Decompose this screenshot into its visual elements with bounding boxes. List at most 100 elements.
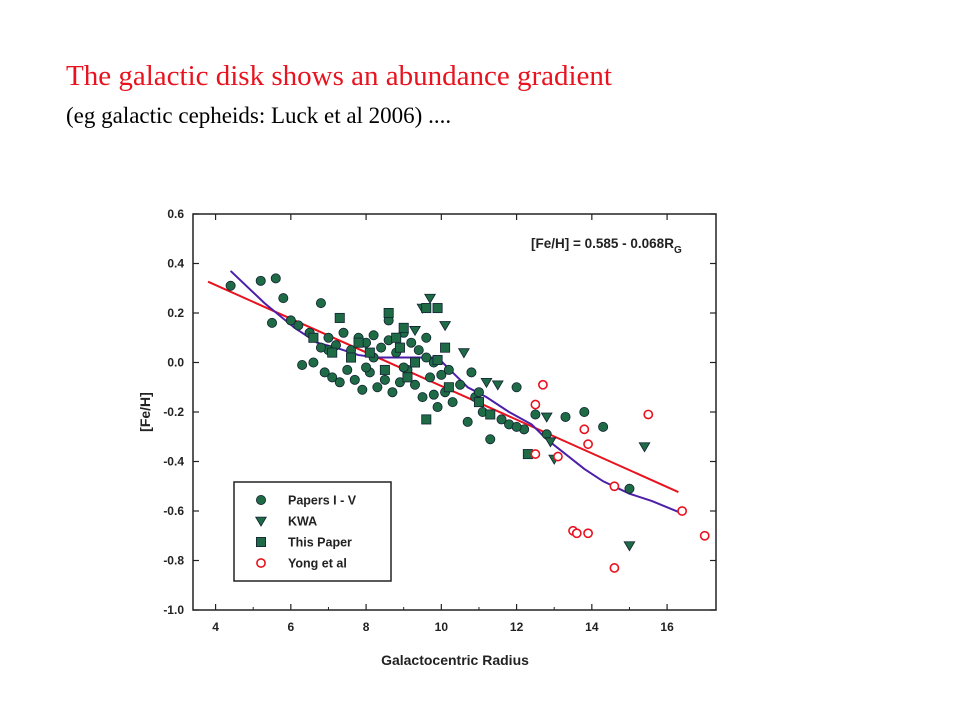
circle-point (293, 320, 304, 331)
triangle-point (457, 348, 470, 359)
square-point (308, 332, 319, 343)
circle-point (455, 379, 466, 390)
circle-point (379, 374, 390, 385)
circle-point (406, 337, 417, 348)
circle-point (319, 367, 330, 378)
triangle-point (480, 377, 493, 389)
circle-point (466, 367, 477, 378)
data-points (225, 273, 710, 573)
square-point (346, 352, 357, 363)
square-point (379, 364, 390, 375)
square-point (394, 342, 405, 353)
square-point (398, 322, 409, 333)
square-point (440, 342, 451, 353)
circle-point (511, 382, 522, 393)
y-tick-label: -0.4 (163, 455, 184, 469)
legend-marker-open-circle (256, 558, 266, 568)
legend-marker-triangle (255, 516, 267, 527)
x-tick-label: 6 (287, 620, 294, 634)
square-point (383, 307, 394, 318)
square-point (402, 372, 413, 383)
circle-point (323, 332, 334, 343)
circle-point (511, 421, 522, 432)
open-circle-point (538, 379, 548, 390)
circle-point (421, 352, 432, 363)
square-point (334, 312, 345, 323)
y-axis-label: [Fe/H] (137, 392, 153, 432)
slide-title: The galactic disk shows an abundance gra… (66, 60, 612, 92)
legend-marker-square (255, 537, 266, 548)
open-circle-point (579, 424, 590, 435)
circle-point (413, 345, 424, 356)
circle-point (267, 317, 278, 328)
square-point (443, 382, 454, 393)
circle-point (436, 369, 447, 380)
x-tick-label: 16 (660, 620, 674, 634)
circle-point (428, 389, 439, 400)
x-axis-label: Galactocentric Radius (381, 652, 529, 668)
fit-equation-main: [Fe/H] = 0.585 - 0.068R (531, 236, 674, 251)
x-tick-label: 10 (435, 620, 449, 634)
circle-point (357, 384, 368, 395)
circle-point (624, 483, 635, 494)
x-tick-label: 4 (212, 620, 219, 634)
y-tick-label: -1.0 (163, 603, 184, 617)
open-circle-point (643, 409, 654, 420)
triangle-point (439, 321, 452, 332)
circle-point (447, 397, 458, 408)
y-tick-label: -0.8 (163, 554, 184, 568)
open-circle-point (677, 506, 688, 516)
square-point (473, 397, 484, 408)
x-tick-label: 14 (585, 620, 599, 634)
axis-ticks: 4 6 8 10 12 14 16 0.6 0.4 0.2 0.0 -0.2 -0.4 -0.6 -0.8 -… (163, 207, 716, 634)
triangle-point (491, 380, 504, 391)
circle-point (372, 382, 383, 393)
circle-point (530, 409, 541, 420)
square-point (364, 347, 375, 358)
circle-point (361, 362, 372, 373)
triangle-point (540, 412, 553, 423)
circle-point (496, 414, 507, 425)
circle-point (315, 342, 326, 353)
x-tick-label: 12 (510, 620, 524, 634)
square-point (432, 303, 443, 314)
legend: Papers I - V KWA This Paper Yong et al (233, 481, 392, 582)
circle-point (409, 379, 420, 390)
circle-point (334, 377, 345, 388)
y-tick-label: 0.4 (167, 257, 184, 271)
open-circle-point (583, 528, 593, 539)
triangle-point (544, 437, 557, 448)
circle-point (376, 342, 387, 353)
legend-label: This Paper (288, 536, 352, 550)
circle-point (368, 330, 379, 341)
open-circle-point (699, 530, 710, 541)
open-circle-point (583, 439, 593, 450)
circle-point (432, 402, 443, 413)
open-circle-point (609, 563, 620, 573)
circle-point (560, 411, 571, 422)
circle-point (308, 357, 319, 368)
legend-marker-circle (255, 494, 266, 505)
circle-point (270, 273, 281, 284)
circle-point (297, 359, 308, 370)
circle-point (425, 372, 436, 383)
square-point (409, 357, 420, 368)
legend-label: Yong et al (288, 557, 347, 571)
circle-point (598, 421, 609, 432)
fit-equation: [Fe/H] = 0.585 - 0.068RG (531, 236, 682, 256)
circle-point (417, 392, 428, 403)
open-circle-point (530, 449, 541, 459)
circle-point (485, 434, 496, 445)
circle-point (225, 280, 236, 291)
circle-point (285, 315, 296, 326)
open-circle-point (571, 528, 582, 539)
circle-point (327, 372, 338, 383)
circle-point (342, 364, 353, 375)
fit-equation-sub: G (674, 245, 682, 256)
circle-point (387, 387, 398, 398)
y-tick-label: -0.2 (163, 405, 184, 419)
circle-point (443, 364, 454, 375)
fit-line (207, 280, 679, 493)
y-tick-label: 0.0 (167, 356, 184, 370)
